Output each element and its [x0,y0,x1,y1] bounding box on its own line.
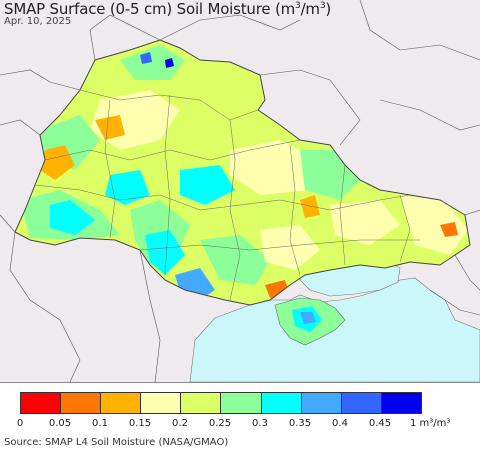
legend-swatch [141,393,182,413]
legend-swatch [341,393,382,413]
legend-tick: 0 [16,418,24,429]
crimea [274,297,346,346]
country-borders [0,0,480,382]
legend-ticks: 0 0.05 0.1 0.15 0.2 0.25 0.3 0.35 0.4 0.… [0,418,480,432]
source-credit: Source: SMAP L4 Soil Moisture (NASA/GMAO… [4,437,229,448]
legend-tick: 0.3 [252,418,268,429]
legend-swatch [301,393,342,413]
legend-unit-label: 1 m³/m³ [410,418,451,429]
title-end: ) [325,0,332,18]
moisture-field [15,40,470,305]
color-legend [20,392,422,414]
legend-tick: 0.2 [172,418,188,429]
legend-swatch [261,393,302,413]
legend-tick: 0.1 [92,418,108,429]
legend-tick: 0.25 [208,418,232,429]
title-sup-1: 3 [295,1,301,11]
legend-swatch [61,393,102,413]
legend-swatch [101,393,142,413]
ukraine-border [14,39,471,306]
legend-swatch [221,393,262,413]
map-canvas [0,0,480,382]
soil-moisture-map [0,0,480,383]
title-sup-2: 3 [319,1,326,11]
legend-tick: 0.05 [48,418,72,429]
map-date: Apr. 10, 2025 [4,16,72,27]
legend-swatch [181,393,222,413]
oblast-boundaries [34,89,420,301]
legend-tick: 0.45 [368,418,392,429]
map-title: SMAP Surface (0-5 cm) Soil Moisture (m3/… [4,0,331,18]
legend-tick: 0.35 [288,418,312,429]
title-mid: /m [300,0,320,18]
legend-tick: 0.4 [332,418,348,429]
title-text: SMAP Surface (0-5 cm) Soil Moisture (m [4,0,296,18]
legend-tick: 0.15 [128,418,152,429]
legend-swatch [381,393,421,413]
legend-swatch [21,393,62,413]
